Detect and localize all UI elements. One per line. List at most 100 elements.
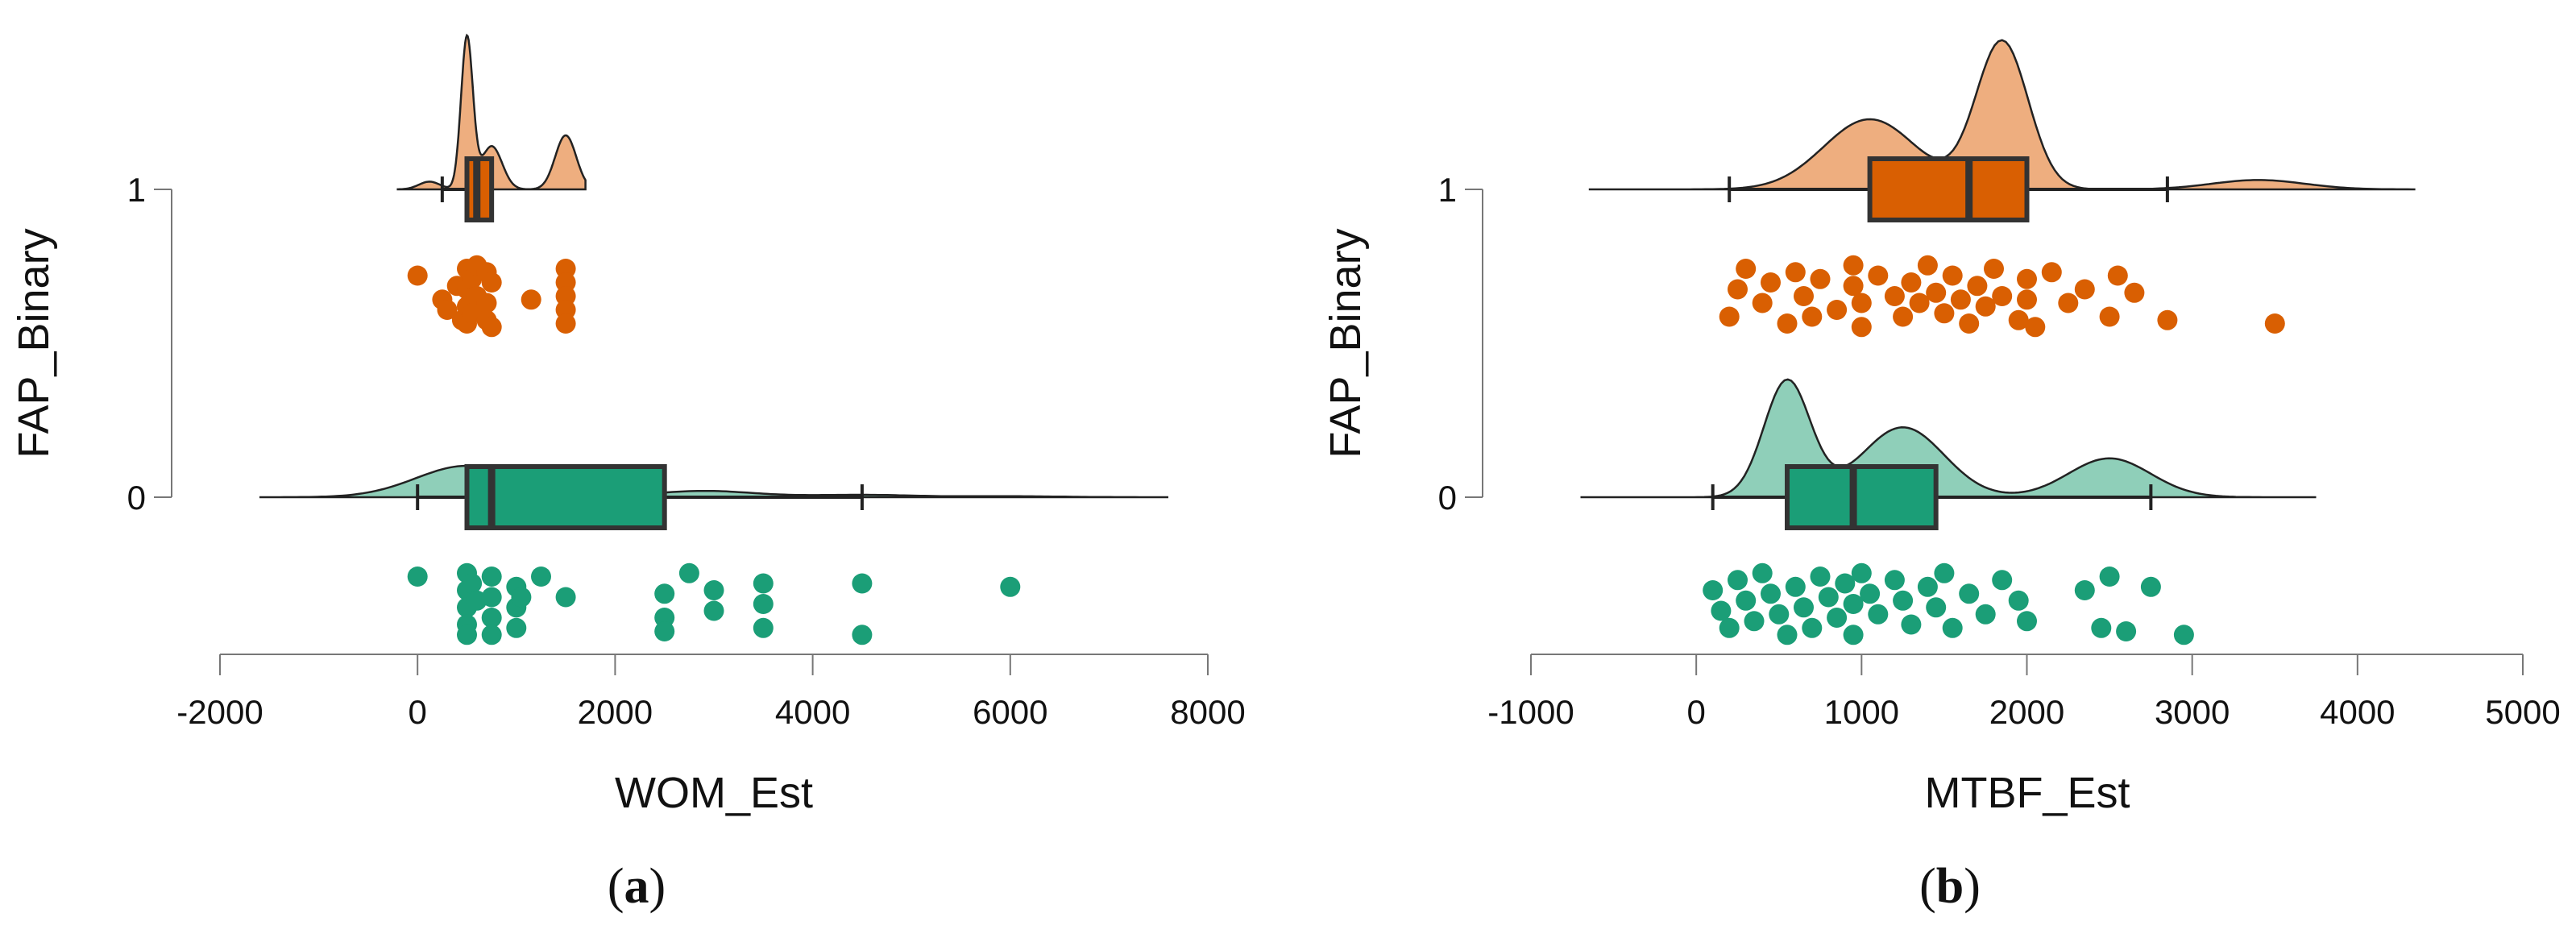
data-point-group-0: [481, 587, 502, 608]
box-group-0: [464, 464, 667, 530]
data-point-group-0: [1901, 614, 1922, 635]
data-point-group-0: [555, 587, 576, 608]
data-point-group-0: [1736, 590, 1757, 611]
data-point-group-0: [457, 625, 477, 645]
x-tick-label: 0: [409, 693, 427, 731]
data-point-group-0: [852, 625, 873, 645]
data-point-group-1: [1984, 259, 2004, 279]
density-cloud-group-0: [1580, 378, 2317, 499]
data-point-group-1: [1851, 293, 1872, 313]
data-point-group-0: [2008, 590, 2029, 611]
data-point-group-1: [1843, 255, 1864, 276]
data-point-group-1: [2264, 313, 2285, 334]
data-point-group-1: [2058, 293, 2079, 313]
data-point-group-0: [1719, 617, 1740, 638]
data-point-group-0: [1975, 604, 1996, 625]
data-point-group-0: [2116, 621, 2137, 641]
data-point-group-1: [2041, 262, 2062, 283]
panel-caption: (a): [608, 859, 666, 914]
data-point-group-0: [703, 580, 724, 600]
data-point-group-0: [1703, 580, 1724, 600]
data-point-group-1: [1909, 293, 1930, 313]
data-point-group-1: [1967, 276, 1988, 297]
data-point-group-0: [1934, 562, 1955, 583]
data-point-group-0: [753, 594, 774, 614]
data-point-group-1: [2107, 265, 2128, 286]
data-point-group-1: [1942, 265, 1963, 286]
data-point-group-0: [1744, 611, 1765, 632]
data-point-group-0: [2173, 625, 2194, 645]
data-point-group-1: [1917, 255, 1938, 276]
data-point-group-1: [1901, 272, 1922, 293]
data-point-group-1: [1975, 296, 1996, 317]
data-point-group-0: [852, 573, 873, 594]
data-point-group-1: [1728, 279, 1748, 300]
box-group-1: [1867, 156, 2030, 222]
data-point-group-0: [703, 600, 724, 621]
data-point-group-1: [1752, 293, 1773, 313]
data-point-group-0: [1000, 576, 1021, 597]
data-point-group-0: [1818, 587, 1839, 608]
x-tick-label: 1000: [1824, 693, 1899, 731]
data-point-group-0: [2074, 580, 2095, 600]
data-point-group-0: [1785, 576, 1806, 597]
data-point-group-1: [2074, 279, 2095, 300]
y-tick-label: 1: [127, 171, 146, 209]
data-point-group-0: [506, 617, 527, 638]
x-tick-label: -1000: [1487, 693, 1574, 731]
data-point-group-1: [1851, 317, 1872, 338]
data-point-group-1: [1950, 289, 1971, 310]
data-point-group-0: [407, 567, 428, 587]
data-point-group-0: [1860, 583, 1881, 604]
y-tick-label: 1: [1438, 171, 1457, 209]
data-point-group-0: [1868, 604, 1889, 625]
data-point-group-0: [1992, 570, 2013, 591]
data-point-group-0: [1711, 600, 1732, 621]
caption-letter: a: [624, 859, 649, 914]
y-tick-label: 0: [127, 479, 146, 517]
data-point-group-1: [1868, 265, 1889, 286]
y-tick-label: 0: [1438, 479, 1457, 517]
data-point-group-0: [753, 617, 774, 638]
data-point-group-0: [1843, 625, 1864, 645]
x-tick-label: 2000: [578, 693, 653, 731]
x-tick-label: 4000: [775, 693, 850, 731]
data-point-group-0: [1926, 597, 1947, 618]
caption-letter: b: [1936, 859, 1964, 914]
data-point-group-1: [1992, 286, 2013, 306]
data-point-group-1: [1893, 306, 1914, 327]
data-point-group-1: [1959, 313, 1980, 334]
data-point-group-0: [1752, 562, 1773, 583]
data-point-group-1: [2017, 268, 2037, 289]
data-point-group-0: [481, 567, 502, 587]
data-point-group-1: [476, 293, 497, 313]
data-point-group-0: [1942, 617, 1963, 638]
data-point-group-1: [1785, 262, 1806, 283]
density-cloud-group-1: [1588, 39, 2416, 191]
data-point-group-0: [462, 573, 483, 594]
data-point-group-0: [1917, 576, 1938, 597]
data-point-group-1: [2157, 309, 2178, 330]
data-point-group-0: [1777, 625, 1798, 645]
x-tick-label: 8000: [1170, 693, 1245, 731]
x-tick-label: -2000: [176, 693, 263, 731]
caption-open-paren: (: [1919, 859, 1936, 914]
data-point-group-1: [2025, 317, 2046, 338]
x-tick-label: 5000: [2485, 693, 2560, 731]
data-point-group-1: [1827, 300, 1848, 320]
x-tick-label: 3000: [2155, 693, 2230, 731]
data-point-group-0: [1851, 562, 1872, 583]
data-point-group-1: [2124, 282, 2145, 303]
data-point-group-1: [2017, 289, 2037, 310]
data-point-group-0: [511, 587, 532, 608]
data-point-group-0: [753, 573, 774, 594]
data-point-group-0: [1769, 604, 1790, 625]
data-point-group-0: [481, 625, 502, 645]
data-point-group-1: [481, 317, 502, 338]
data-point-group-1: [2008, 309, 2029, 330]
data-point-group-1: [1884, 286, 1905, 306]
data-point-group-1: [1934, 303, 1955, 324]
data-point-group-0: [1959, 583, 1980, 604]
x-tick-label: 0: [1686, 693, 1705, 731]
x-tick-label: 6000: [973, 693, 1047, 731]
